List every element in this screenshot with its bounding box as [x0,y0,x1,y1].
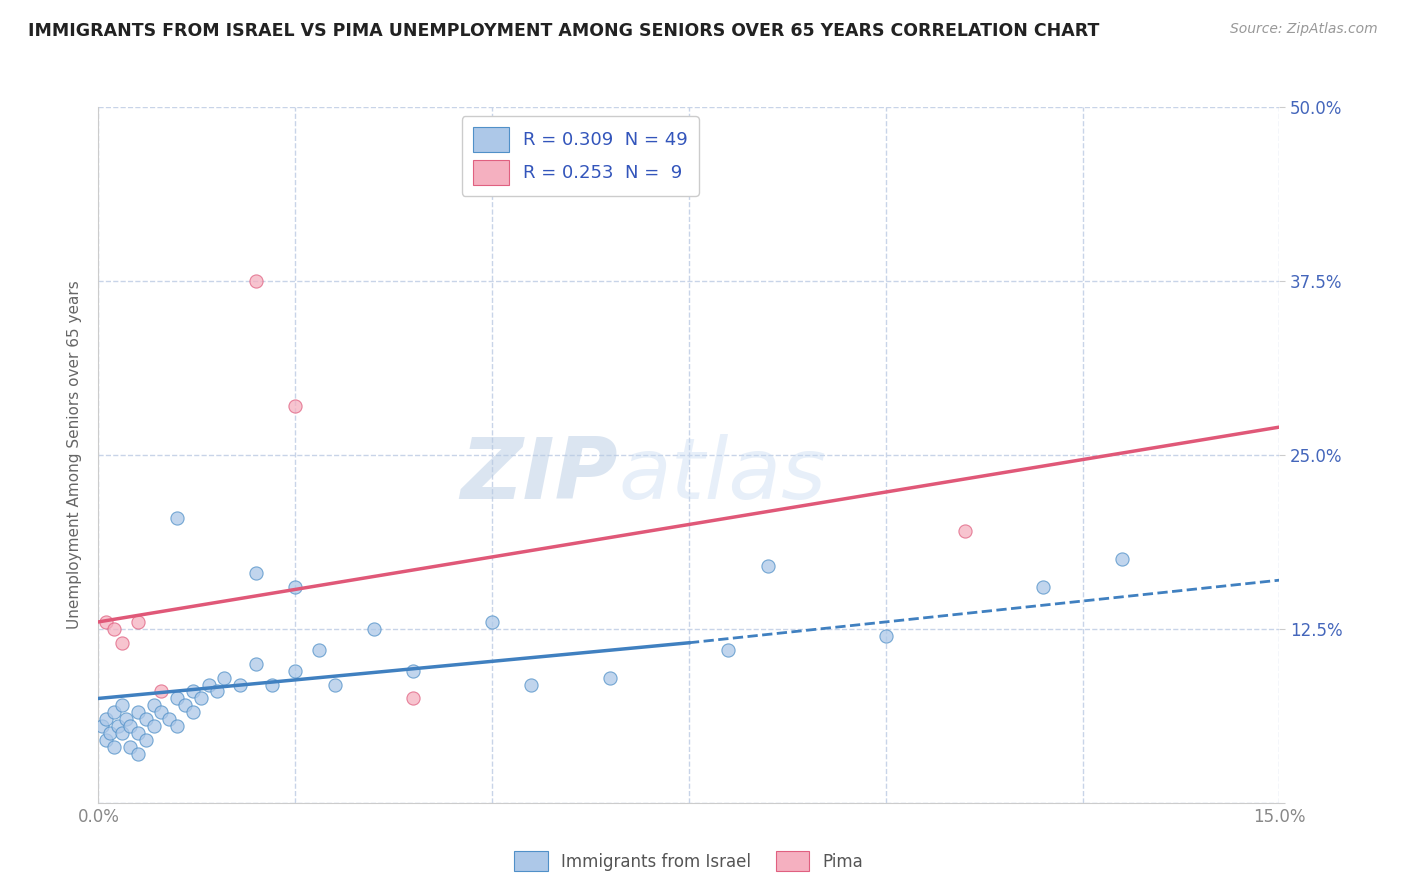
Point [875,629,897,643]
Point [118,740,141,755]
Point [284,664,307,678]
Point [166,719,188,733]
Point [402,664,425,678]
Point [229,677,252,691]
Text: IMMIGRANTS FROM ISRAEL VS PIMA UNEMPLOYMENT AMONG SENIORS OVER 65 YEARS CORRELAT: IMMIGRANTS FROM ISRAEL VS PIMA UNEMPLOYM… [28,22,1099,40]
Legend: Immigrants from Israel, Pima: Immigrants from Israel, Pima [508,845,870,878]
Point [118,719,141,733]
Point [150,706,173,720]
Point [127,706,149,720]
Point [111,726,134,740]
Text: ZIP: ZIP [460,434,619,517]
Point [135,712,157,726]
Point [323,677,346,691]
Point [127,726,149,740]
Point [205,684,228,698]
Point [181,684,204,698]
Point [197,677,219,691]
Point [103,706,125,720]
Point [284,399,307,413]
Point [481,615,503,629]
Point [103,622,125,636]
Point [127,747,149,761]
Point [214,671,236,685]
Point [599,671,621,685]
Text: Source: ZipAtlas.com: Source: ZipAtlas.com [1230,22,1378,37]
Y-axis label: Unemployment Among Seniors over 65 years: Unemployment Among Seniors over 65 years [67,281,83,629]
Point [756,559,779,574]
Point [308,642,330,657]
Point [260,677,283,691]
Point [142,719,165,733]
Point [111,698,134,713]
Point [181,706,204,720]
Point [127,615,149,629]
Text: atlas: atlas [619,434,827,517]
Point [111,636,134,650]
Point [115,712,138,726]
Point [284,580,307,594]
Point [91,719,114,733]
Point [953,524,976,539]
Point [245,566,267,581]
Point [142,698,165,713]
Point [245,274,267,288]
Point [1032,580,1054,594]
Point [98,726,121,740]
Point [135,733,157,747]
Point [174,698,197,713]
Point [190,691,212,706]
Point [96,615,118,629]
Point [520,677,543,691]
Point [402,691,425,706]
Point [166,510,188,524]
Point [1111,552,1133,566]
Point [363,622,385,636]
Point [157,712,180,726]
Point [245,657,267,671]
Point [96,733,118,747]
Point [96,712,118,726]
Point [107,719,129,733]
Point [166,691,188,706]
Point [150,684,173,698]
Point [103,740,125,755]
Point [717,642,740,657]
